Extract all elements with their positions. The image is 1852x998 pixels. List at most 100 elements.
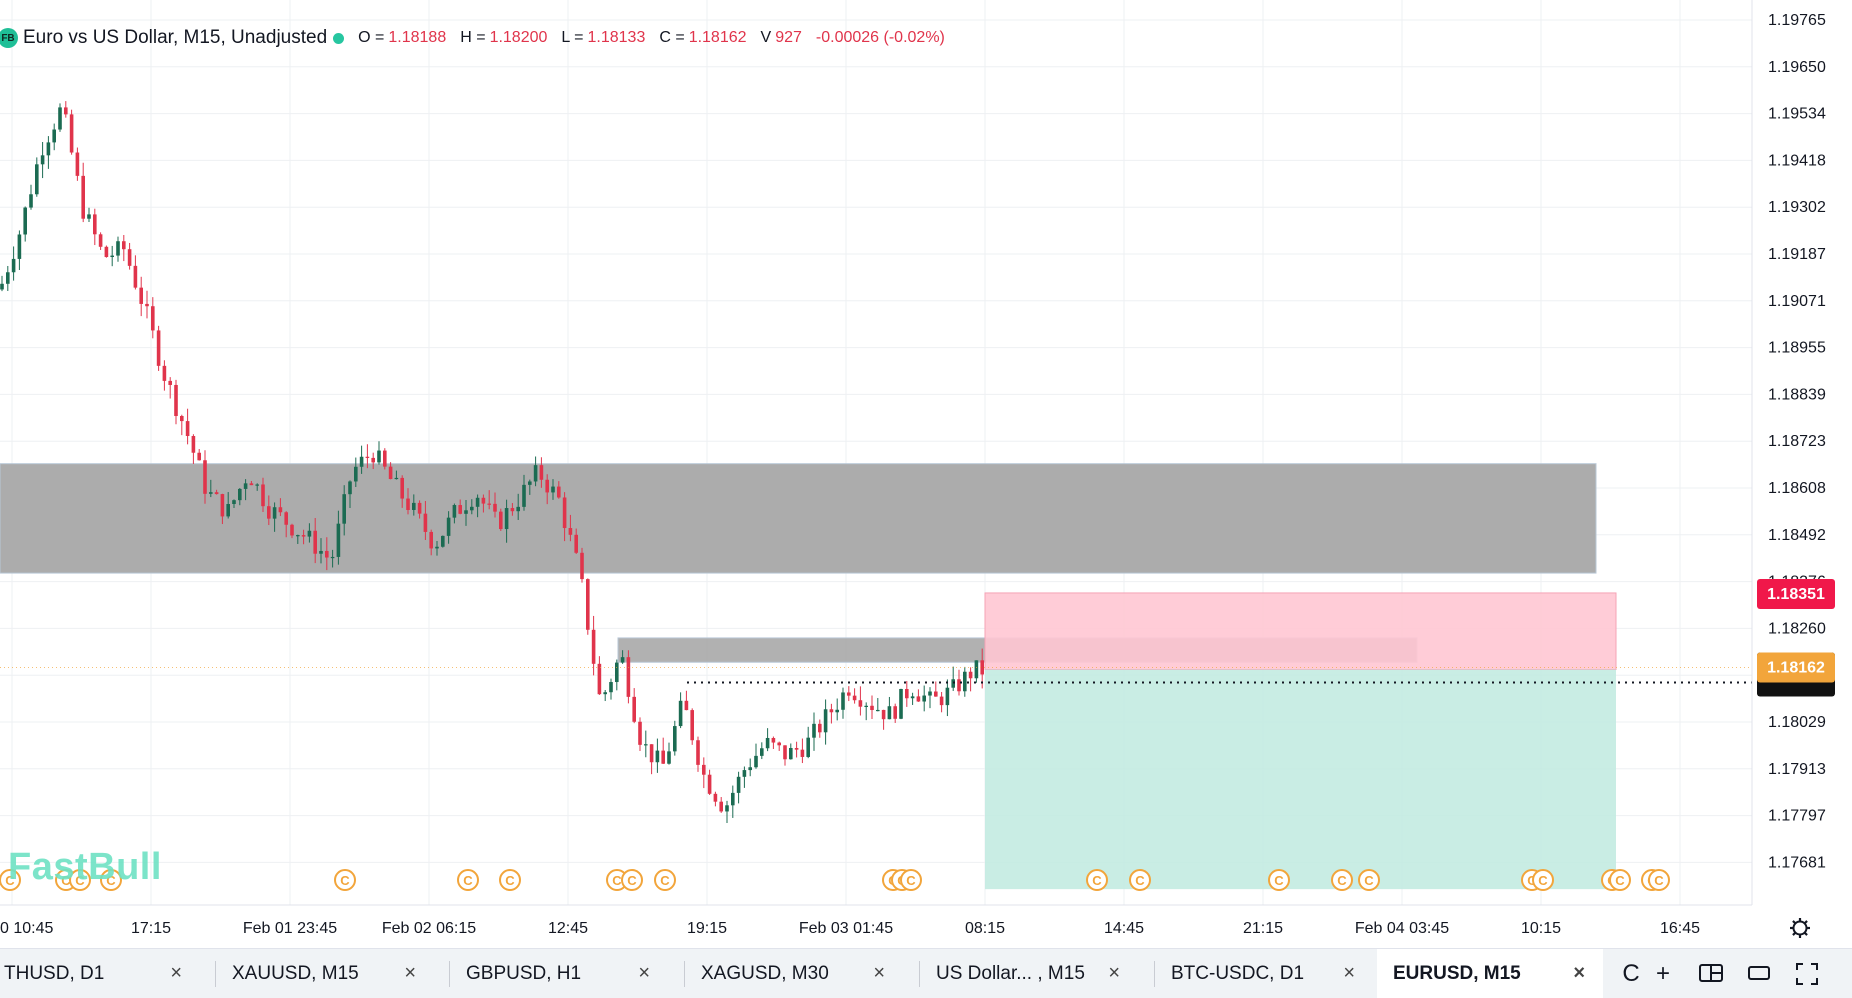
candle-body[interactable] [464, 510, 468, 514]
close-icon[interactable]: × [873, 962, 885, 984]
candle-body[interactable] [887, 706, 892, 720]
tab-thusd-d1[interactable]: THUSD, D1 × [0, 949, 200, 998]
candle-body[interactable] [899, 688, 903, 719]
candle-body[interactable] [922, 695, 926, 702]
candle-body[interactable] [568, 528, 573, 535]
candle-body[interactable] [673, 726, 677, 752]
candle-body[interactable] [504, 508, 509, 530]
tab-xauusd-m15[interactable]: XAUUSD, M15 × [216, 949, 434, 998]
candle-body[interactable] [69, 114, 74, 153]
candle-body[interactable] [180, 416, 184, 422]
event-marker-icon[interactable] [457, 869, 479, 891]
candle-body[interactable] [858, 700, 863, 707]
candle-body[interactable] [267, 506, 271, 519]
candle-body[interactable] [765, 737, 770, 749]
candle-body[interactable] [139, 287, 143, 304]
price-chart[interactable]: CCCCCCCCCCCCCCCCCCCCCCCC1.197651.196501.… [0, 0, 1852, 945]
candle-body[interactable] [81, 175, 85, 219]
candle-body[interactable] [916, 696, 921, 702]
candle-body[interactable] [597, 663, 602, 695]
candle-body[interactable] [910, 696, 915, 699]
event-marker-icon[interactable] [1129, 869, 1151, 891]
candle-body[interactable] [557, 486, 561, 498]
candle-body[interactable] [116, 241, 120, 256]
candle-body[interactable] [296, 535, 300, 537]
candle-body[interactable] [388, 466, 393, 480]
candle-body[interactable] [290, 524, 294, 536]
event-marker-icon[interactable] [1086, 869, 1108, 891]
candle-body[interactable] [806, 737, 810, 757]
candle-body[interactable] [261, 484, 265, 507]
candle-body[interactable] [191, 436, 196, 453]
candle-body[interactable] [789, 747, 793, 760]
candle-body[interactable] [939, 696, 944, 706]
candle-body[interactable] [377, 450, 381, 463]
event-marker-icon[interactable] [100, 869, 122, 891]
candle-body[interactable] [185, 421, 190, 437]
candle-body[interactable] [272, 507, 277, 519]
overflow-tab-icon[interactable]: C [1622, 959, 1640, 987]
close-icon[interactable]: × [404, 962, 416, 984]
close-icon[interactable]: × [170, 962, 182, 984]
candle-body[interactable] [667, 751, 671, 764]
take-profit-rect[interactable] [985, 669, 1616, 890]
candle-body[interactable] [562, 497, 567, 529]
candle-body[interactable] [829, 709, 834, 713]
candle-body[interactable] [847, 692, 851, 696]
candle-body[interactable] [742, 770, 747, 777]
candle-body[interactable] [586, 579, 590, 630]
candle-body[interactable] [591, 629, 596, 664]
candle-body[interactable] [243, 483, 248, 489]
candle-body[interactable] [876, 709, 880, 712]
add-tab-icon[interactable]: + [1655, 959, 1670, 987]
tab-us-dollar-m15[interactable]: US Dollar... , M15 × [920, 949, 1138, 998]
candle-body[interactable] [609, 682, 613, 693]
candle-body[interactable] [713, 793, 718, 802]
tab-btc-usdc-d1[interactable]: BTC-USDC, D1 × [1155, 949, 1373, 998]
candle-body[interactable] [841, 692, 845, 710]
candle-body[interactable] [220, 494, 225, 517]
candle-body[interactable] [249, 483, 254, 486]
fullscreen-icon[interactable] [1792, 949, 1822, 998]
event-marker-icon[interactable] [900, 869, 922, 891]
candle-body[interactable] [429, 531, 433, 549]
window-icon[interactable] [1744, 949, 1774, 998]
candle-body[interactable] [313, 530, 317, 554]
supply-zone-rect[interactable] [0, 463, 1597, 574]
chart-area[interactable]: CCCCCCCCCCCCCCCCCCCCCCCC1.197651.196501.… [0, 0, 1852, 945]
candle-body[interactable] [499, 511, 503, 530]
current-price-tag[interactable] [1757, 652, 1835, 683]
candle-body[interactable] [626, 657, 631, 697]
candle-body[interactable] [359, 456, 364, 467]
event-marker-icon[interactable] [1268, 869, 1290, 891]
candle-body[interactable] [510, 508, 515, 512]
candle-body[interactable] [127, 249, 132, 266]
candle-body[interactable] [365, 456, 370, 458]
candle-body[interactable] [690, 710, 694, 741]
event-marker-icon[interactable] [654, 869, 676, 891]
candle-body[interactable] [684, 700, 689, 711]
candle-body[interactable] [719, 801, 723, 812]
event-marker-icon[interactable] [1532, 869, 1554, 891]
candle-body[interactable] [400, 477, 404, 499]
candle-body[interactable] [145, 303, 149, 307]
event-marker-icon[interactable] [1358, 869, 1380, 891]
candle-body[interactable] [934, 691, 938, 697]
candle-body[interactable] [197, 452, 201, 461]
candle-body[interactable] [11, 258, 16, 273]
candle-body[interactable] [620, 657, 625, 663]
candle-body[interactable] [928, 691, 932, 696]
candle-body[interactable] [736, 776, 741, 793]
candle-body[interactable] [452, 505, 457, 518]
candle-body[interactable] [655, 750, 660, 763]
candle-body[interactable] [783, 745, 787, 760]
candle-body[interactable] [226, 504, 230, 517]
candle-body[interactable] [446, 517, 451, 536]
candle-body[interactable] [458, 505, 462, 514]
candle-body[interactable] [238, 488, 242, 501]
candle-body[interactable] [702, 764, 706, 775]
candle-body[interactable] [6, 272, 10, 284]
candle-body[interactable] [748, 767, 752, 771]
candle-body[interactable] [893, 706, 897, 719]
candle-body[interactable] [87, 214, 91, 219]
